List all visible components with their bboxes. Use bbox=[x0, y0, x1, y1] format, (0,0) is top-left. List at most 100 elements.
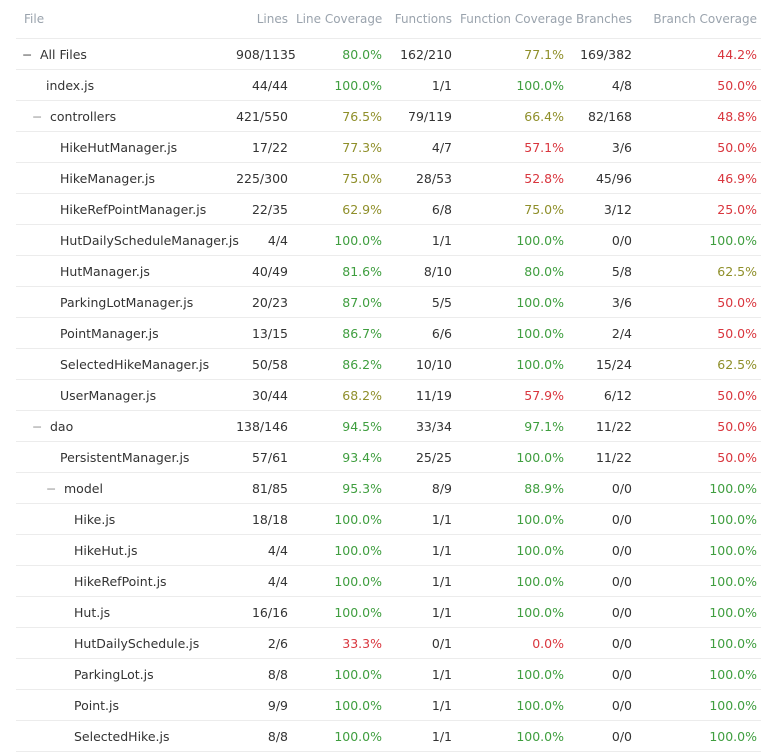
branch-coverage-cell: 100.0% bbox=[636, 472, 761, 504]
file-cell[interactable]: HikeRefPoint.js bbox=[16, 565, 232, 597]
table-row[interactable]: − controllers 421/550 76.5% 79/119 66.4% … bbox=[16, 100, 761, 132]
file-cell[interactable]: HutDailyScheduleManager.js bbox=[16, 224, 239, 256]
branches-cell: 11/22 bbox=[568, 441, 636, 473]
branch-coverage-cell: 100.0% bbox=[636, 658, 761, 690]
file-cell[interactable]: ParkingLotManager.js bbox=[16, 286, 232, 318]
collapse-toggle-icon[interactable]: − bbox=[46, 480, 57, 496]
table-row[interactable]: − All Files 908/1135 80.0% 162/210 77.1% … bbox=[16, 38, 761, 70]
branch-coverage-cell: 100.0% bbox=[636, 224, 761, 256]
col-header-branch-coverage[interactable]: Branch Coverage bbox=[653, 12, 757, 26]
file-cell[interactable]: − controllers bbox=[16, 100, 232, 132]
table-row[interactable]: − dao 138/146 94.5% 33/34 97.1% 11/22 50.… bbox=[16, 410, 761, 442]
line-coverage-cell: 33.3% bbox=[292, 627, 386, 659]
collapse-toggle-icon[interactable]: − bbox=[32, 108, 43, 124]
lines-cell: 81/85 bbox=[232, 472, 292, 504]
file-name: SelectedHike.js bbox=[74, 728, 170, 744]
line-coverage-cell: 100.0% bbox=[292, 565, 386, 597]
collapse-toggle-icon[interactable]: − bbox=[32, 418, 43, 434]
lines-cell: 16/16 bbox=[232, 596, 292, 628]
functions-cell: 1/1 bbox=[386, 503, 456, 535]
table-row[interactable]: Hut.js 16/16 100.0% 1/1 100.0% 0/0 100.0… bbox=[16, 596, 761, 628]
file-cell[interactable]: Point.js bbox=[16, 689, 232, 721]
file-cell[interactable]: HutDailySchedule.js bbox=[16, 627, 232, 659]
col-header-branches[interactable]: Branches bbox=[576, 12, 632, 26]
collapse-toggle-icon[interactable]: − bbox=[22, 46, 33, 62]
table-row[interactable]: Hike.js 18/18 100.0% 1/1 100.0% 0/0 100.… bbox=[16, 503, 761, 535]
col-header-function-coverage[interactable]: Function Coverage bbox=[460, 12, 573, 26]
line-coverage-cell: 80.0% bbox=[292, 38, 386, 70]
file-cell[interactable]: PointManager.js bbox=[16, 317, 232, 349]
file-cell[interactable]: HutManager.js bbox=[16, 255, 232, 287]
line-coverage-cell: 100.0% bbox=[292, 689, 386, 721]
file-cell[interactable]: HikeRefPointManager.js bbox=[16, 193, 232, 225]
functions-cell: 11/19 bbox=[386, 379, 456, 411]
file-cell[interactable]: HikeManager.js bbox=[16, 162, 232, 194]
branch-coverage-cell: 100.0% bbox=[636, 503, 761, 535]
file-cell[interactable]: index.js bbox=[16, 69, 232, 101]
table-row[interactable]: UserManager.js 30/44 68.2% 11/19 57.9% 6… bbox=[16, 379, 761, 411]
folder-name: dao bbox=[50, 418, 74, 434]
lines-cell: 40/49 bbox=[232, 255, 292, 287]
lines-cell: 138/146 bbox=[232, 410, 292, 442]
file-cell[interactable]: HikeHut.js bbox=[16, 534, 232, 566]
table-row[interactable]: HutDailyScheduleManager.js 4/4 100.0% 1/… bbox=[16, 224, 761, 256]
branch-coverage-cell: 50.0% bbox=[636, 441, 761, 473]
function-coverage-cell: 100.0% bbox=[456, 441, 568, 473]
table-row[interactable]: − model 81/85 95.3% 8/9 88.9% 0/0 100.0% bbox=[16, 472, 761, 504]
function-coverage-cell: 100.0% bbox=[456, 317, 568, 349]
lines-cell: 18/18 bbox=[232, 503, 292, 535]
table-row[interactable]: HikeRefPointManager.js 22/35 62.9% 6/8 7… bbox=[16, 193, 761, 225]
table-row[interactable]: HikeManager.js 225/300 75.0% 28/53 52.8%… bbox=[16, 162, 761, 194]
function-coverage-cell: 57.9% bbox=[456, 379, 568, 411]
table-row[interactable]: PointManager.js 13/15 86.7% 6/6 100.0% 2… bbox=[16, 317, 761, 349]
table-row[interactable]: Point.js 9/9 100.0% 1/1 100.0% 0/0 100.0… bbox=[16, 689, 761, 721]
branches-cell: 15/24 bbox=[568, 348, 636, 380]
function-coverage-cell: 100.0% bbox=[456, 658, 568, 690]
col-header-line-coverage[interactable]: Line Coverage bbox=[296, 12, 383, 26]
line-coverage-cell: 93.4% bbox=[292, 441, 386, 473]
branches-cell: 0/0 bbox=[568, 565, 636, 597]
branch-coverage-cell: 44.2% bbox=[636, 38, 761, 70]
line-coverage-cell: 68.2% bbox=[292, 379, 386, 411]
table-row[interactable]: HikeRefPoint.js 4/4 100.0% 1/1 100.0% 0/… bbox=[16, 565, 761, 597]
table-row[interactable]: HutManager.js 40/49 81.6% 8/10 80.0% 5/8… bbox=[16, 255, 761, 287]
table-row[interactable]: HikeHut.js 4/4 100.0% 1/1 100.0% 0/0 100… bbox=[16, 534, 761, 566]
lines-cell: 50/58 bbox=[232, 348, 292, 380]
col-header-functions[interactable]: Functions bbox=[394, 12, 452, 26]
file-name: SelectedHikeManager.js bbox=[60, 356, 210, 372]
branches-cell: 0/0 bbox=[568, 472, 636, 504]
file-cell[interactable]: UserManager.js bbox=[16, 379, 232, 411]
table-row[interactable]: SelectedHikeManager.js 50/58 86.2% 10/10… bbox=[16, 348, 761, 380]
lines-cell: 4/4 bbox=[232, 224, 292, 256]
functions-cell: 6/8 bbox=[386, 193, 456, 225]
table-row[interactable]: HikeHutManager.js 17/22 77.3% 4/7 57.1% … bbox=[16, 131, 761, 163]
line-coverage-cell: 95.3% bbox=[292, 472, 386, 504]
file-name: Hike.js bbox=[74, 511, 116, 527]
functions-cell: 1/1 bbox=[386, 69, 456, 101]
function-coverage-cell: 80.0% bbox=[456, 255, 568, 287]
line-coverage-cell: 87.0% bbox=[292, 286, 386, 318]
file-cell[interactable]: HikeHutManager.js bbox=[16, 131, 232, 163]
table-row[interactable]: HutDailySchedule.js 2/6 33.3% 0/1 0.0% 0… bbox=[16, 627, 761, 659]
branch-coverage-cell: 62.5% bbox=[636, 255, 761, 287]
file-cell[interactable]: Hike.js bbox=[16, 503, 232, 535]
file-name: HikeManager.js bbox=[60, 170, 155, 186]
file-cell[interactable]: PersistentManager.js bbox=[16, 441, 232, 473]
lines-cell: 17/22 bbox=[232, 131, 292, 163]
branches-cell: 3/12 bbox=[568, 193, 636, 225]
col-header-file[interactable]: File bbox=[24, 12, 45, 26]
file-cell[interactable]: Hut.js bbox=[16, 596, 232, 628]
file-cell[interactable]: − dao bbox=[16, 410, 232, 442]
col-header-lines[interactable]: Lines bbox=[256, 12, 288, 26]
table-row[interactable]: ParkingLot.js 8/8 100.0% 1/1 100.0% 0/0 … bbox=[16, 658, 761, 690]
lines-cell: 225/300 bbox=[232, 162, 292, 194]
branch-coverage-cell: 25.0% bbox=[636, 193, 761, 225]
lines-cell: 4/4 bbox=[232, 565, 292, 597]
file-cell[interactable]: ParkingLot.js bbox=[16, 658, 232, 690]
table-row[interactable]: PersistentManager.js 57/61 93.4% 25/25 1… bbox=[16, 441, 761, 473]
table-row[interactable]: index.js 44/44 100.0% 1/1 100.0% 4/8 50.… bbox=[16, 69, 761, 101]
table-row[interactable]: ParkingLotManager.js 20/23 87.0% 5/5 100… bbox=[16, 286, 761, 318]
file-cell[interactable]: − All Files bbox=[16, 38, 232, 70]
file-cell[interactable]: − model bbox=[16, 472, 232, 504]
file-cell[interactable]: SelectedHikeManager.js bbox=[16, 348, 232, 380]
